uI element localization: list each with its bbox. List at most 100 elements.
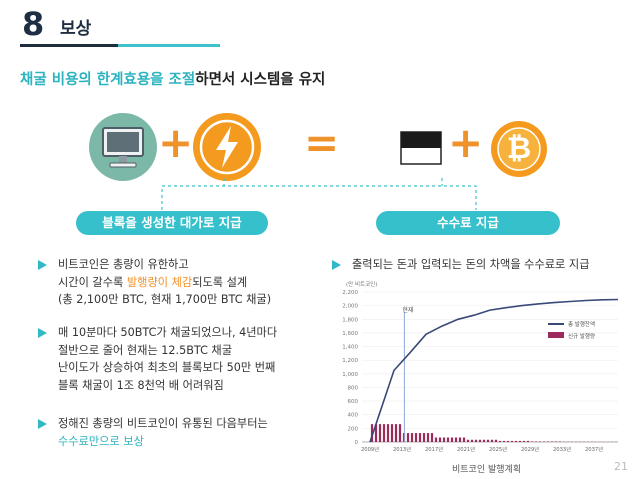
bar-new-issuance bbox=[542, 441, 546, 442]
y-tick-label: 1,600 bbox=[342, 331, 358, 337]
bar-new-issuance bbox=[554, 441, 558, 442]
bar-new-issuance bbox=[382, 424, 386, 442]
bar-new-issuance bbox=[510, 440, 514, 442]
y-tick-label: 800 bbox=[348, 385, 359, 391]
legend-label-total: 총 발행잔액 bbox=[568, 320, 595, 328]
dashed-connector bbox=[161, 178, 477, 210]
y-tick-label: 2,200 bbox=[342, 290, 358, 296]
bar-new-issuance bbox=[466, 439, 470, 442]
x-tick-label: 2025년 bbox=[489, 445, 507, 453]
bar-new-issuance bbox=[394, 424, 398, 442]
bar-new-issuance bbox=[550, 441, 554, 442]
bar-new-issuance bbox=[546, 441, 550, 442]
bar-new-issuance bbox=[398, 424, 402, 442]
bar-new-issuance bbox=[422, 433, 426, 442]
bullet-triangle-icon bbox=[38, 260, 47, 270]
header-underline-teal bbox=[118, 44, 220, 47]
computer-icon bbox=[89, 113, 157, 181]
headline: 채굴 비용의 한계효용을 조절하면서 시스템을 유지 bbox=[20, 68, 325, 89]
bullet-triangle-icon bbox=[38, 419, 47, 429]
y-tick-label: 600 bbox=[348, 399, 359, 405]
headline-highlight: 채굴 비용의 한계효용을 조절 bbox=[20, 72, 196, 88]
bar-new-issuance bbox=[430, 433, 434, 442]
bar-new-issuance bbox=[530, 441, 534, 442]
bar-new-issuance bbox=[410, 433, 414, 442]
bar-new-issuance bbox=[534, 441, 538, 442]
bar-new-issuance bbox=[454, 437, 458, 442]
legend-label-new: 신규 발행량 bbox=[568, 332, 595, 340]
x-tick-label: 2029년 bbox=[521, 445, 539, 453]
bullet-1-line-2: 시간이 갈수록 발행량이 체감되도록 설계 bbox=[58, 275, 248, 289]
y-tick-label: 1,800 bbox=[342, 317, 358, 323]
bar-new-issuance bbox=[506, 440, 510, 442]
current-marker-label: 현재 bbox=[402, 306, 413, 314]
bar-new-issuance bbox=[406, 433, 410, 442]
bar-new-issuance bbox=[386, 424, 390, 442]
bar-new-issuance bbox=[438, 437, 442, 442]
bullet-2-line-4: 블록 채굴이 1조 8천억 배 어려워짐 bbox=[58, 378, 224, 392]
bar-new-issuance bbox=[478, 439, 482, 442]
bullet-triangle-icon bbox=[332, 260, 341, 270]
y-tick-label: 0 bbox=[355, 440, 359, 446]
header-underline-dark bbox=[20, 44, 118, 47]
issuance-chart: (만 비트코인) 0 200 400 600 800 1,000 1,200 1,400 1,60… bbox=[342, 280, 619, 453]
bullet-2: 매 10분마다 50BTC가 채굴되었으나, 4년마다 절반으로 줄어 현재는 … bbox=[38, 324, 278, 394]
bullet-2-line-1: 매 10분마다 50BTC가 채굴되었으나, 4년마다 bbox=[58, 326, 278, 339]
bar-new-issuance bbox=[458, 437, 462, 442]
bullet-right: 출력되는 돈과 입력되는 돈의 차액을 수수료로 지급 bbox=[332, 256, 589, 274]
pill-fee-payment: 수수료 지급 bbox=[376, 211, 560, 235]
plus-symbol-2: + bbox=[448, 118, 484, 167]
x-tick-label: 2013년 bbox=[393, 445, 411, 453]
bar-new-issuance bbox=[518, 440, 522, 442]
bar-new-issuance bbox=[470, 439, 474, 442]
bar-new-issuance bbox=[390, 424, 394, 442]
y-tick-label: 200 bbox=[348, 426, 359, 432]
bar-new-issuance bbox=[558, 441, 562, 442]
bitcoin-symbol: ₿ bbox=[506, 131, 532, 166]
section-title: 보상 bbox=[60, 19, 92, 39]
y-tick-label: 400 bbox=[348, 413, 359, 419]
bullet-2-line-2: 절반으로 줄어 현재는 12.5BTC 채굴 bbox=[58, 343, 233, 357]
bar-new-issuance bbox=[414, 433, 418, 442]
bar-new-issuance bbox=[474, 439, 478, 442]
bar-new-issuance bbox=[418, 433, 422, 442]
bar-new-issuance bbox=[526, 440, 530, 442]
headline-rest: 하면서 시스템을 유지 bbox=[195, 72, 326, 88]
bar-new-issuance bbox=[482, 439, 486, 442]
chart-source-label: 비트코인 발행계획 bbox=[452, 465, 522, 475]
bullet-triangle-icon bbox=[38, 328, 47, 338]
legend-swatch-new bbox=[548, 332, 564, 338]
bar-new-issuance bbox=[374, 424, 378, 442]
plus-symbol-1: + bbox=[158, 118, 194, 167]
bitcoin-coin-icon bbox=[491, 121, 547, 177]
pill-block-reward: 블록을 생성한 대가로 지급 bbox=[76, 211, 268, 235]
bar-new-issuance bbox=[442, 437, 446, 442]
bullet-1-line-1: 비트코인은 총량이 유한하고 bbox=[58, 258, 189, 271]
bullet-3: 정해진 총량의 비트코인이 유통된 다음부터는 수수료만으로 보상 bbox=[38, 415, 268, 450]
bullet-3-line-2: 수수료만으로 보상 bbox=[58, 434, 144, 448]
bullet-1-line-3: (총 2,100만 BTC, 현재 1,700만 BTC 채굴) bbox=[58, 293, 272, 306]
x-tick-label: 2017년 bbox=[425, 445, 443, 453]
bar-new-issuance bbox=[498, 440, 502, 442]
bar-new-issuance bbox=[378, 424, 382, 442]
lightning-icon bbox=[193, 113, 261, 181]
bar-new-issuance bbox=[370, 424, 374, 442]
bullet-1: 비트코인은 총량이 유한하고 시간이 갈수록 발행량이 체감되도록 설계 (총 … bbox=[38, 256, 272, 309]
bar-new-issuance bbox=[522, 440, 526, 442]
y-tick-label: 1,200 bbox=[342, 358, 358, 364]
bar-new-issuance bbox=[494, 439, 498, 442]
x-tick-label: 2021년 bbox=[457, 445, 475, 453]
bar-new-issuance bbox=[446, 437, 450, 442]
bank-note-icon bbox=[400, 131, 442, 165]
bar-new-issuance bbox=[538, 441, 542, 442]
bar-new-issuance bbox=[426, 433, 430, 442]
line-total-supply bbox=[369, 298, 619, 443]
section-number: 8 bbox=[22, 5, 45, 43]
bullet-3-line-1: 정해진 총량의 비트코인이 유통된 다음부터는 bbox=[58, 417, 268, 430]
bar-new-issuance bbox=[502, 440, 506, 442]
bar-new-issuance bbox=[450, 437, 454, 442]
x-tick-label: 2037년 bbox=[585, 445, 603, 453]
y-tick-label: 2,000 bbox=[342, 304, 358, 310]
x-tick-label: 2033년 bbox=[553, 445, 571, 453]
bar-new-issuance bbox=[490, 439, 494, 442]
